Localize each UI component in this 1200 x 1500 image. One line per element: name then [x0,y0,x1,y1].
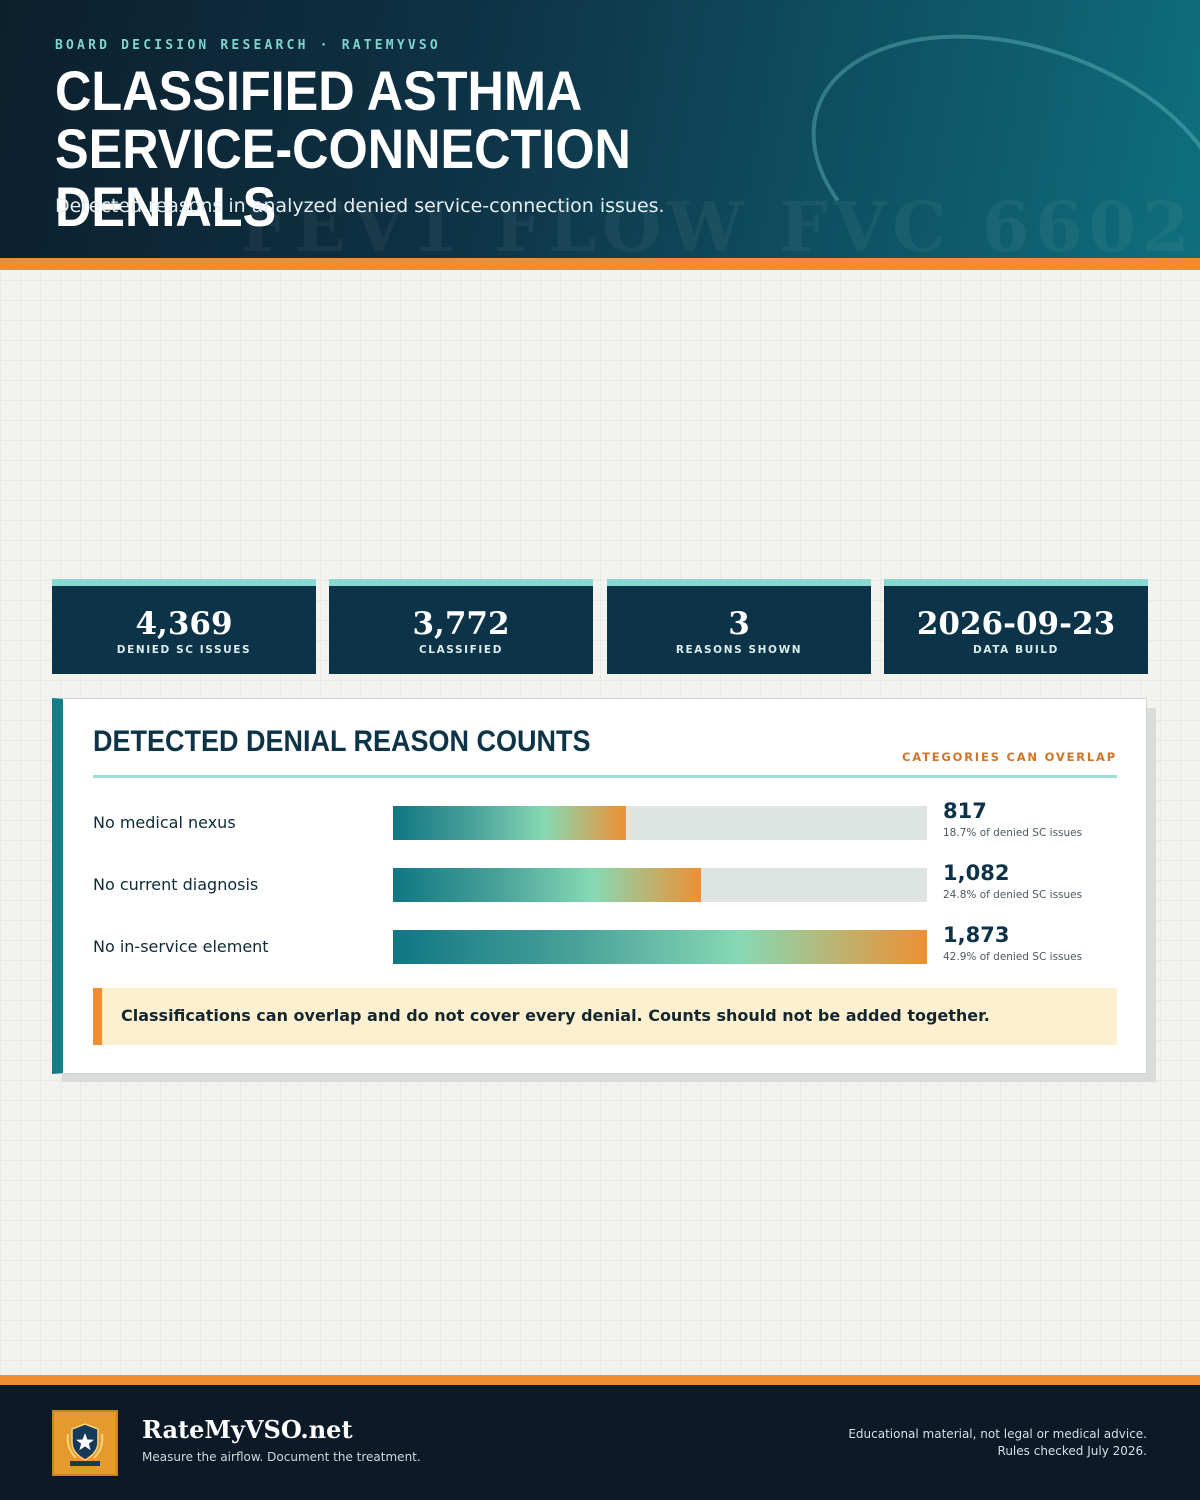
overlap-note: CATEGORIES CAN OVERLAP [902,750,1117,764]
bar-row: No in-service element 1,873 42.9% of den… [93,921,1123,981]
caveat-text: Classifications can overlap and do not c… [121,1006,990,1025]
disclaimer-line: Educational material, not legal or medic… [848,1427,1147,1441]
bar-category-label: No in-service element [93,937,269,956]
bar-track [393,868,927,902]
disclaimer-line: Rules checked July 2026. [997,1444,1147,1458]
bar-track [393,930,927,964]
stat-label: REASONS SHOWN [675,644,803,656]
stat-value: 4,369 [135,606,233,642]
bar-percent-label: 42.9% of denied SC issues [943,951,1083,963]
stat-label: DENIED SC ISSUES [116,644,252,656]
footer: RateMyVSO.net Measure the airflow. Docum… [0,1385,1200,1500]
bar-value-label: 1,873 [943,923,1010,947]
header-banner: FEV1 FLOW FVC 6602 BOARD DECISION RESEAR… [0,0,1200,258]
chart-panel: DETECTED DENIAL REASON COUNTS CATEGORIES… [52,698,1147,1074]
header-watermark: FEV1 FLOW FVC 6602 [240,188,1196,258]
bar-row: No current diagnosis 1,082 24.8% of deni… [93,859,1123,919]
disclaimer: Educational material, not legal or medic… [848,1426,1147,1460]
stat-label: DATA BUILD [973,644,1059,656]
stat-value: 2026-09-23 [916,606,1116,642]
chart-title: DETECTED DENIAL REASON COUNTS [93,725,591,758]
caveat-callout: Classifications can overlap and do not c… [93,988,1117,1045]
eyebrow-text: BOARD DECISION RESEARCH · RATEMYVSO [55,38,441,53]
stat-card-data-build: 2026-09-23 DATA BUILD [884,579,1148,674]
bar-percent-label: 18.7% of denied SC issues [943,827,1083,839]
bar-category-label: No current diagnosis [93,875,259,894]
bar-category-label: No medical nexus [93,813,236,832]
title-divider [93,775,1117,778]
stat-value: 3 [728,606,750,642]
bar-value-label: 817 [943,799,987,823]
page-title: CLASSIFIED ASTHMA SERVICE-CONNECTION DEN… [55,59,631,238]
bar-fill [393,930,927,964]
bar-percent-label: 24.8% of denied SC issues [943,889,1083,901]
brand-tagline: Measure the airflow. Document the treatm… [142,1450,421,1464]
shield-star-icon [66,1423,104,1466]
footer-accent-band [0,1375,1200,1385]
brand-name[interactable]: RateMyVSO.net [142,1415,353,1444]
bar-fill [393,806,626,840]
stat-card-reasons: 3 REASONS SHOWN [607,579,871,674]
logo-badge[interactable] [52,1410,118,1476]
stat-label: CLASSIFIED [418,644,504,656]
bar-row: No medical nexus 817 18.7% of denied SC … [93,797,1123,857]
stat-card-classified: 3,772 CLASSIFIED [329,579,593,674]
bar-value-label: 1,082 [943,861,1010,885]
stat-card-denied: 4,369 DENIED SC ISSUES [52,579,316,674]
page-subtitle: Detected reasons in analyzed denied serv… [55,195,665,217]
header-accent-band [0,258,1200,270]
bar-fill [393,868,701,902]
bar-track [393,806,927,840]
stat-value: 3,772 [412,606,510,642]
